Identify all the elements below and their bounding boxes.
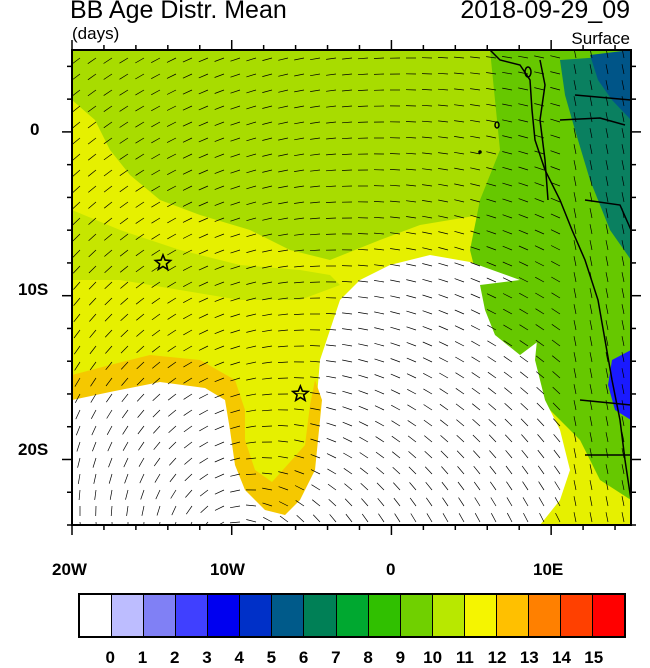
map-title: BB Age Distr. Mean: [70, 0, 287, 25]
colorbar-box: [176, 595, 208, 636]
colorbar-label: 6: [299, 648, 308, 668]
colorbar-label: 3: [202, 648, 211, 668]
colorbar-label: 12: [488, 648, 507, 668]
colorbar-label: 8: [363, 648, 372, 668]
colorbar-label: 11: [456, 648, 474, 668]
wind-barb: [310, 266, 320, 267]
wind-barb: [390, 154, 400, 155]
colorbar-box: [240, 595, 272, 636]
colorbar-box: [80, 595, 112, 636]
wind-barb: [310, 346, 320, 347]
colorbar-box: [272, 595, 304, 636]
colorbar-label: 10: [423, 648, 442, 668]
colorbar-label: 13: [520, 648, 539, 668]
colorbar-box: [561, 595, 593, 636]
lat-label-0: 0: [30, 120, 39, 140]
colorbar-box: [465, 595, 497, 636]
lon-label-10w: 10W: [210, 560, 245, 580]
colorbar-label: 0: [106, 648, 115, 668]
colorbar-label: 14: [552, 648, 571, 668]
colorbar-box: [593, 595, 624, 636]
lon-label-20w: 20W: [52, 560, 87, 580]
colorbar-label: 7: [331, 648, 340, 668]
lon-label-0: 0: [386, 560, 395, 580]
lat-label-20s: 20S: [18, 440, 48, 460]
colorbar-box: [337, 595, 369, 636]
colorbar-box: [208, 595, 240, 636]
colorbar-box: [433, 595, 465, 636]
wind-barb: [358, 106, 368, 107]
wind-barb: [262, 426, 272, 427]
lat-label-10s: 10S: [18, 280, 48, 300]
level-label: Surface: [571, 29, 630, 49]
colorbar-label: 4: [234, 648, 243, 668]
colorbar-box: [144, 595, 176, 636]
colorbar-label: 15: [584, 648, 603, 668]
colorbar-box: [401, 595, 433, 636]
wind-barb: [342, 170, 352, 171]
colorbar-box: [304, 595, 336, 636]
colorbar: [78, 593, 626, 638]
colorbar-box: [497, 595, 529, 636]
wind-barb: [406, 122, 416, 123]
wind-barb: [358, 234, 368, 235]
colorbar-label: 1: [138, 648, 147, 668]
units-label: (days): [72, 24, 119, 44]
colorbar-box: [112, 595, 144, 636]
colorbar-box: [369, 595, 401, 636]
lon-label-10e: 10E: [533, 560, 563, 580]
datetime-label: 2018-09-29_09: [460, 0, 630, 25]
wind-barb: [374, 58, 384, 59]
wind-barb: [326, 218, 336, 219]
colorbar-label: 5: [267, 648, 276, 668]
colorbar-box: [529, 595, 561, 636]
colorbar-label: 9: [396, 648, 405, 668]
colorbar-label: 2: [170, 648, 179, 668]
